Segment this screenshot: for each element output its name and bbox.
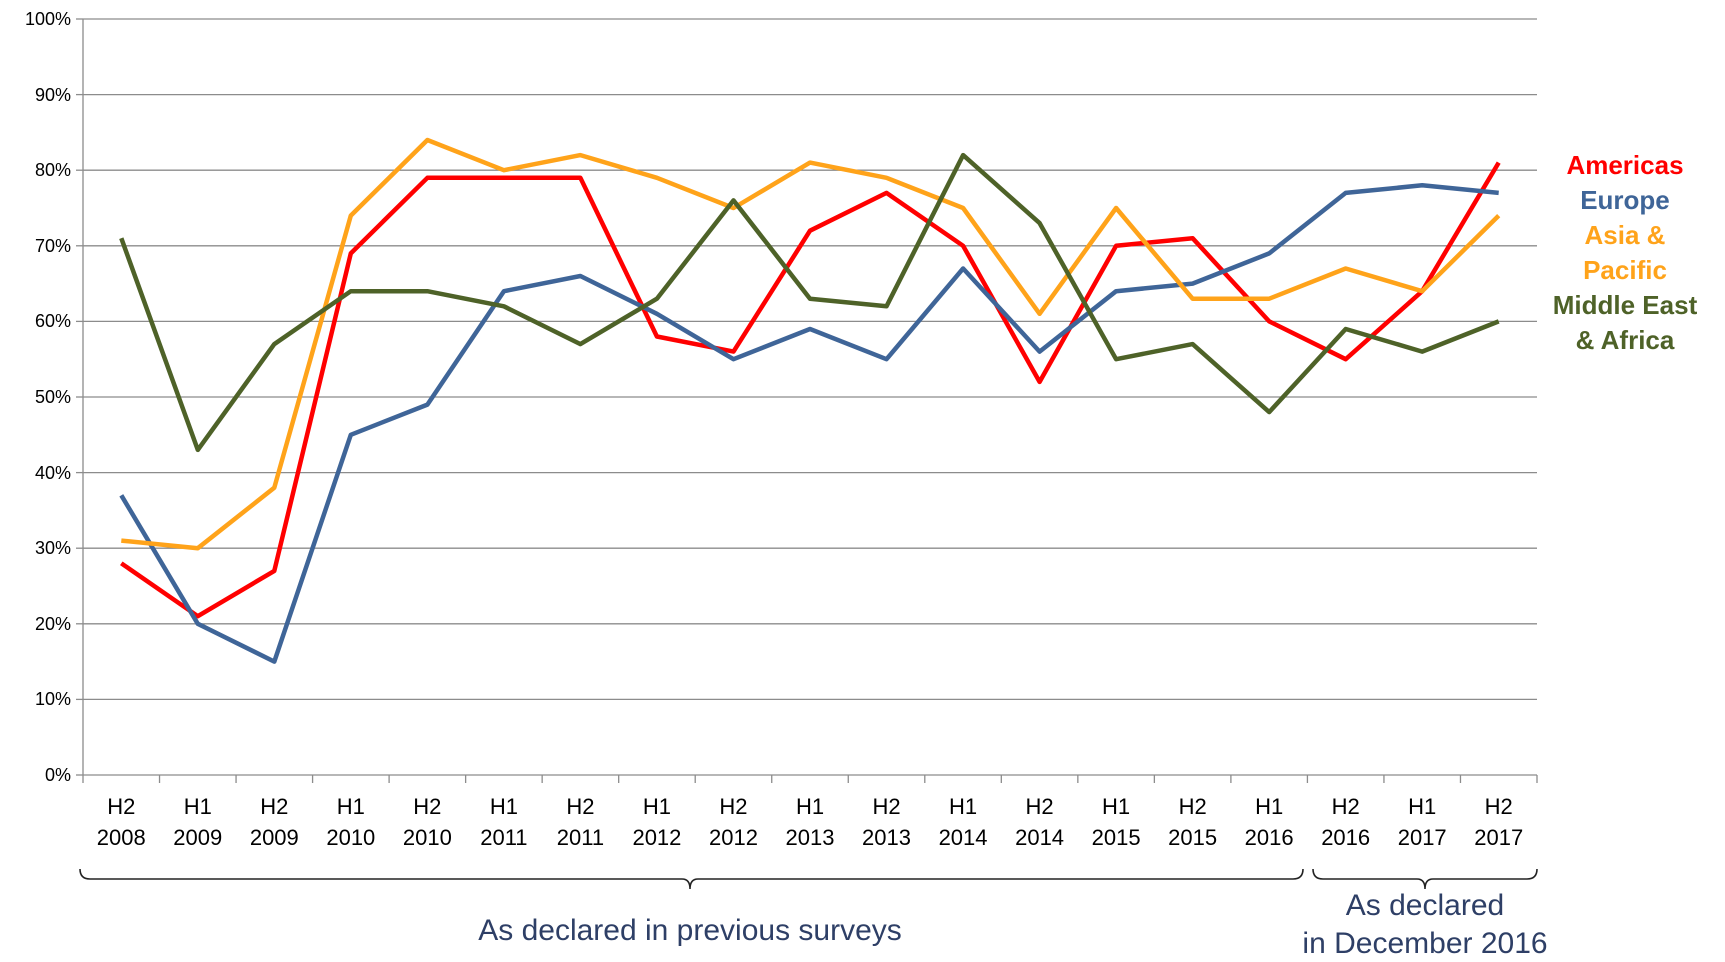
- x-tick-label: H2 2010: [402, 794, 452, 850]
- x-tick-label: H1 2010: [326, 794, 376, 850]
- annotation: As declared in December 2016: [1302, 889, 1548, 960]
- y-tick-label: 100%: [24, 9, 71, 29]
- x-tick-label: H2 2016: [1321, 794, 1371, 850]
- series-line: [121, 137, 1501, 551]
- legend-entry: Asia & Pacific: [1583, 220, 1667, 285]
- y-tick-label: 20%: [34, 613, 71, 634]
- series-line: [120, 161, 1501, 619]
- series-line: [119, 152, 1500, 453]
- x-tick-label: H2 2012: [708, 794, 758, 850]
- x-tick-label: H2 2014: [1015, 794, 1065, 850]
- x-tick-label: H1 2015: [1091, 794, 1141, 850]
- x-tick-label: H2 2017: [1474, 794, 1524, 850]
- y-tick-label: 70%: [34, 235, 71, 256]
- x-tick-label: H1 2017: [1397, 794, 1447, 850]
- y-tick-label: 10%: [34, 689, 71, 710]
- x-tick-label: H1 2014: [938, 794, 988, 850]
- y-tick-label: 90%: [34, 84, 71, 105]
- y-tick-label: 40%: [34, 462, 71, 483]
- y-tick-label: 60%: [34, 311, 71, 332]
- x-tick-label: H1 2013: [785, 794, 835, 850]
- y-tick-label: 0%: [44, 765, 71, 785]
- legend-entry: Americas: [1566, 150, 1684, 180]
- y-tick-label: 30%: [34, 538, 71, 559]
- legend-entry: Middle East & Africa: [1552, 290, 1698, 355]
- x-tick-label: H2 2009: [249, 794, 299, 850]
- x-tick-label: H2 2013: [862, 794, 911, 850]
- x-tick-label: H2 2015: [1168, 794, 1218, 850]
- bracket: [1312, 868, 1538, 890]
- x-tick-label: H2 2011: [556, 794, 605, 850]
- y-tick-label: 50%: [34, 387, 71, 407]
- x-tick-label: H1 2009: [173, 794, 223, 850]
- annotation: As declared in previous surveys: [478, 914, 902, 947]
- x-tick-label: H1 2011: [480, 794, 528, 850]
- series-line: [119, 183, 1499, 664]
- x-tick-label: H1 2016: [1244, 794, 1294, 850]
- legend-entry: Europe: [1580, 185, 1670, 215]
- x-tick-label: H2 2008: [96, 794, 146, 850]
- x-tick-label: H1 2012: [632, 794, 682, 850]
- y-tick-label: 80%: [34, 160, 71, 181]
- bracket: [79, 868, 1304, 890]
